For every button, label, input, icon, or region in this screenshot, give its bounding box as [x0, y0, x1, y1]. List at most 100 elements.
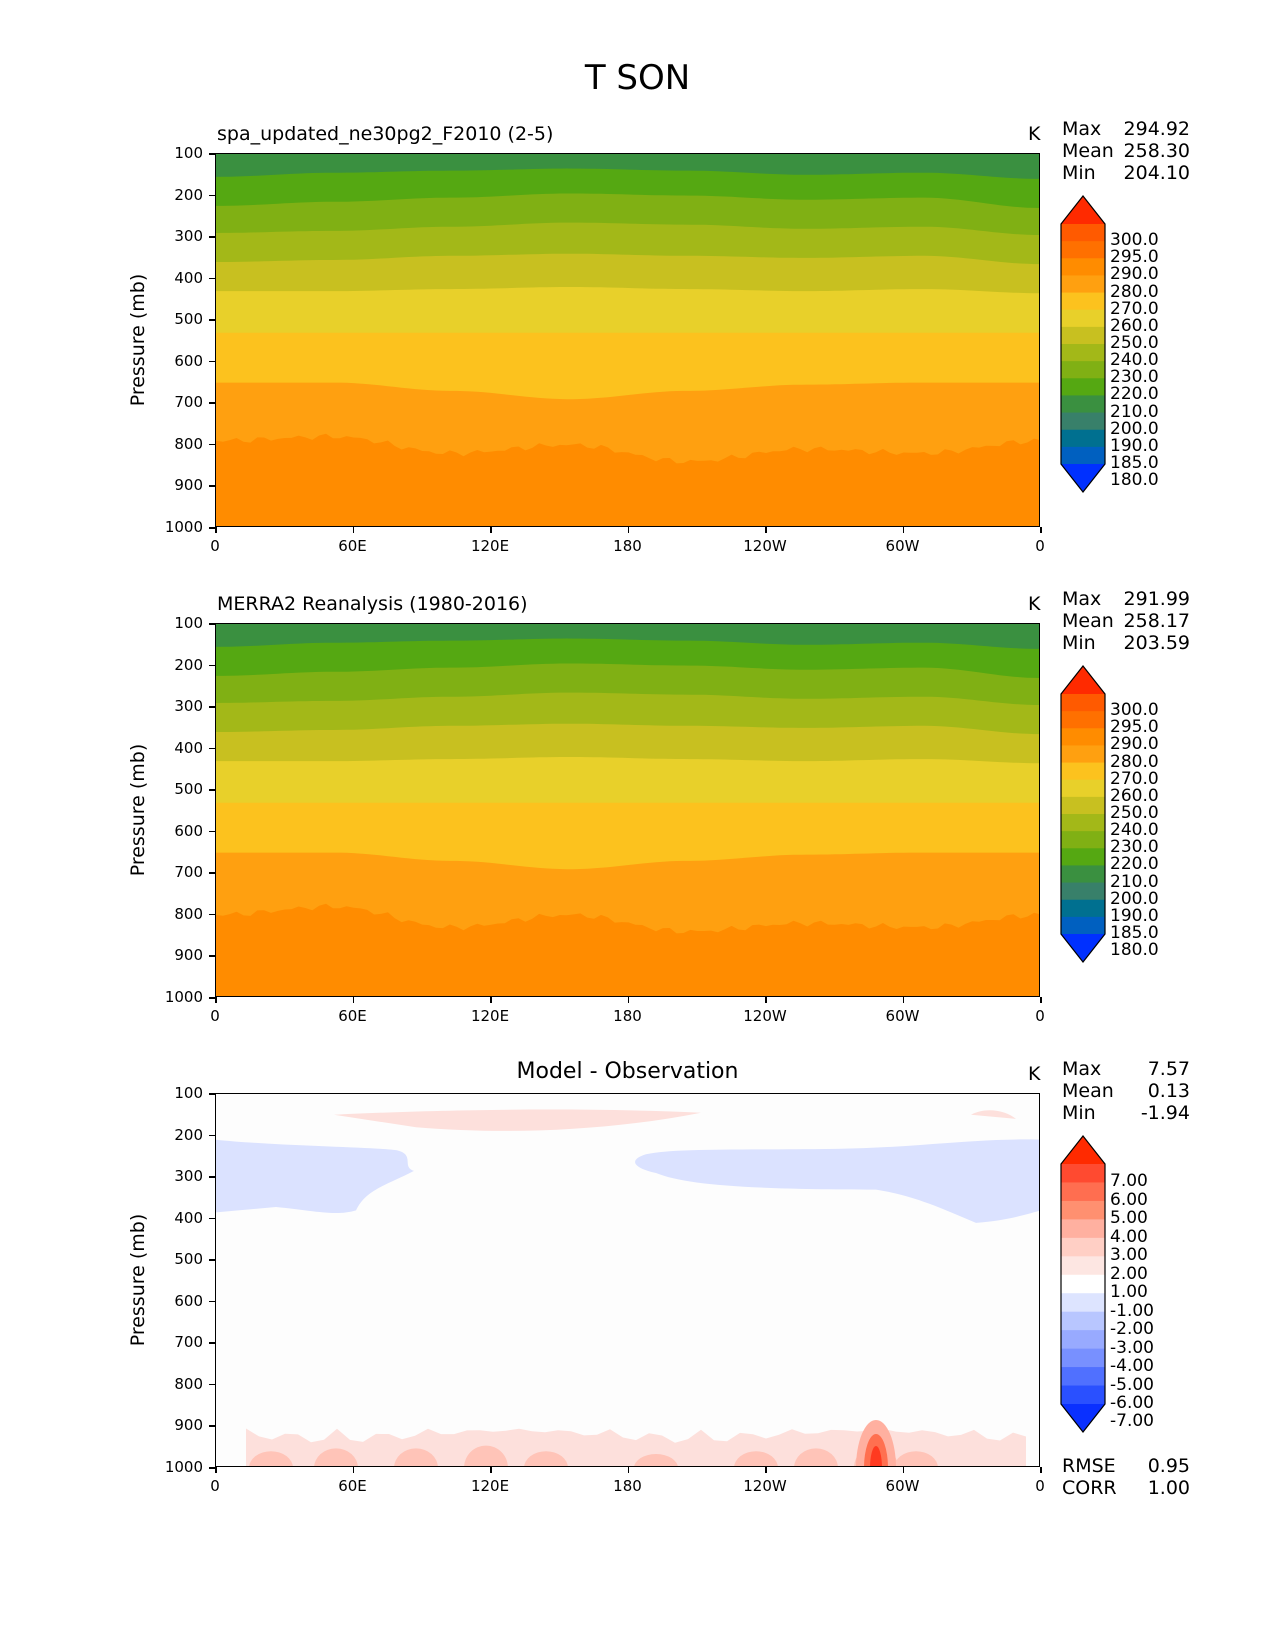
x-tick-label: 120W	[743, 1477, 787, 1495]
colorbar-label: 6.00	[1110, 1189, 1148, 1210]
x-tick-mark	[1040, 1467, 1042, 1473]
colorbar-label: 3.00	[1110, 1245, 1148, 1266]
stat-value: 7.57	[1147, 1058, 1190, 1080]
stat-row: Max 294.92	[1062, 118, 1190, 140]
colorbar-label: -5.00	[1110, 1374, 1154, 1395]
stat-label: Max	[1062, 1058, 1102, 1080]
colorbar-swatch	[1061, 796, 1105, 815]
stat-label: Mean	[1062, 1080, 1114, 1102]
warm-patch	[894, 1451, 938, 1466]
colorbar-swatch	[1061, 429, 1105, 448]
y-tick-label: 800	[174, 904, 203, 923]
stat-row: Mean 0.13	[1062, 1080, 1190, 1102]
colorbar-label: 190.0	[1110, 435, 1159, 456]
colorbar-svg	[1060, 195, 1106, 493]
x-tick-mark	[352, 997, 354, 1003]
colorbar-extend-bottom	[1061, 1404, 1105, 1432]
y-tick-mark	[209, 955, 215, 957]
x-tick-label: 0	[210, 1007, 220, 1025]
stat-row: Min 204.10	[1062, 162, 1190, 184]
y-tick-label: 400	[174, 738, 203, 757]
stat-value: 0.13	[1147, 1080, 1190, 1102]
metric-value: 1.00	[1147, 1477, 1190, 1499]
x-tick-label: 0	[210, 537, 220, 555]
x-tick-mark	[215, 527, 217, 533]
y-axis-label: Pressure (mb)	[127, 273, 149, 407]
colorbar-swatch	[1061, 814, 1105, 832]
stat-row: Max 7.57	[1062, 1058, 1190, 1080]
y-tick-label: 200	[174, 185, 203, 204]
colorbar-outline	[1060, 1135, 1106, 1433]
y-tick-mark	[209, 194, 215, 197]
x-tick-label: 180	[613, 1007, 642, 1025]
colorbar-outline	[1060, 195, 1106, 493]
colorbar-label: 230.0	[1110, 837, 1159, 858]
stats-box: Max 294.92 Mean 258.30 Min 204.10	[1062, 118, 1190, 184]
figure-title: T SON	[584, 58, 691, 98]
y-tick-mark	[209, 485, 215, 487]
cold-bias-right	[635, 1139, 1039, 1223]
panel-title: spa_updated_ne30pg2_F2010 (2-5)	[217, 123, 554, 145]
y-tick-label: 600	[174, 351, 203, 370]
panel-title: MERRA2 Reanalysis (1980-2016)	[217, 593, 528, 615]
y-tick-mark	[209, 789, 215, 791]
metric-label: RMSE	[1062, 1455, 1116, 1477]
stat-value: -1.94	[1140, 1102, 1190, 1124]
colorbar-label: 240.0	[1110, 820, 1159, 841]
y-tick-label: 100	[174, 144, 203, 162]
colorbar-label: -4.00	[1110, 1356, 1154, 1377]
colorbar-label: 300.0	[1110, 230, 1159, 251]
stat-label: Min	[1062, 1102, 1096, 1124]
colorbar-swatch	[1061, 1274, 1105, 1294]
y-axis-label: Pressure (mb)	[127, 743, 149, 877]
colorbar-label: 290.0	[1110, 734, 1159, 755]
colorbar-swatch	[1061, 745, 1105, 764]
y-tick-mark	[209, 830, 215, 833]
x-tick-mark	[1040, 527, 1042, 533]
warm-patch	[734, 1451, 778, 1466]
colorbar-extend-top	[1061, 196, 1105, 224]
y-tick-mark	[209, 1425, 215, 1427]
x-tick-mark	[765, 527, 767, 533]
x-tick-mark	[765, 1467, 767, 1473]
y-tick-label: 200	[174, 1125, 203, 1144]
x-tick-mark	[627, 997, 629, 1003]
y-tick-mark	[209, 1093, 215, 1095]
colorbar-swatch	[1061, 1219, 1105, 1239]
stat-label: Max	[1062, 588, 1102, 610]
stats-box: Max 7.57 Mean 0.13 Min -1.94	[1062, 1058, 1190, 1124]
colorbar-label: 2.00	[1110, 1263, 1148, 1284]
x-tick-mark	[902, 527, 904, 533]
colorbar-label: 190.0	[1110, 905, 1159, 926]
x-tick-mark	[490, 997, 492, 1003]
y-tick-mark	[209, 872, 215, 874]
y-tick-label: 500	[174, 1250, 203, 1269]
y-tick-mark	[209, 1134, 215, 1137]
metric-value: 0.95	[1147, 1455, 1190, 1477]
colorbar-label: 220.0	[1110, 384, 1159, 405]
y-tick-label: 700	[174, 1333, 203, 1352]
colorbar-swatch	[1061, 848, 1105, 866]
colorbar-outline	[1060, 665, 1106, 963]
y-tick-mark	[209, 277, 215, 280]
x-tick-mark	[215, 997, 217, 1003]
x-tick-label: 60E	[338, 537, 367, 555]
metric-label: CORR	[1062, 1477, 1117, 1499]
y-tick-mark	[209, 319, 215, 321]
y-tick-label: 1000	[164, 518, 203, 536]
x-tick-mark	[627, 1467, 629, 1473]
colorbar-label: 210.0	[1110, 871, 1159, 892]
y-tick-mark	[209, 706, 215, 708]
y-tick-label: 900	[174, 476, 203, 495]
y-tick-mark	[209, 527, 215, 529]
x-tick-label: 0	[1035, 1007, 1045, 1025]
contour-plot	[215, 1093, 1040, 1467]
colorbar-label: 280.0	[1110, 281, 1159, 302]
y-tick-label: 300	[174, 227, 203, 246]
colorbar-label: -7.00	[1110, 1411, 1154, 1432]
colorbar-label: 280.0	[1110, 751, 1159, 772]
stat-row: Mean 258.17	[1062, 610, 1190, 632]
warm-patch	[794, 1448, 838, 1466]
units-label: K	[1028, 123, 1041, 145]
y-tick-label: 800	[174, 1374, 203, 1393]
